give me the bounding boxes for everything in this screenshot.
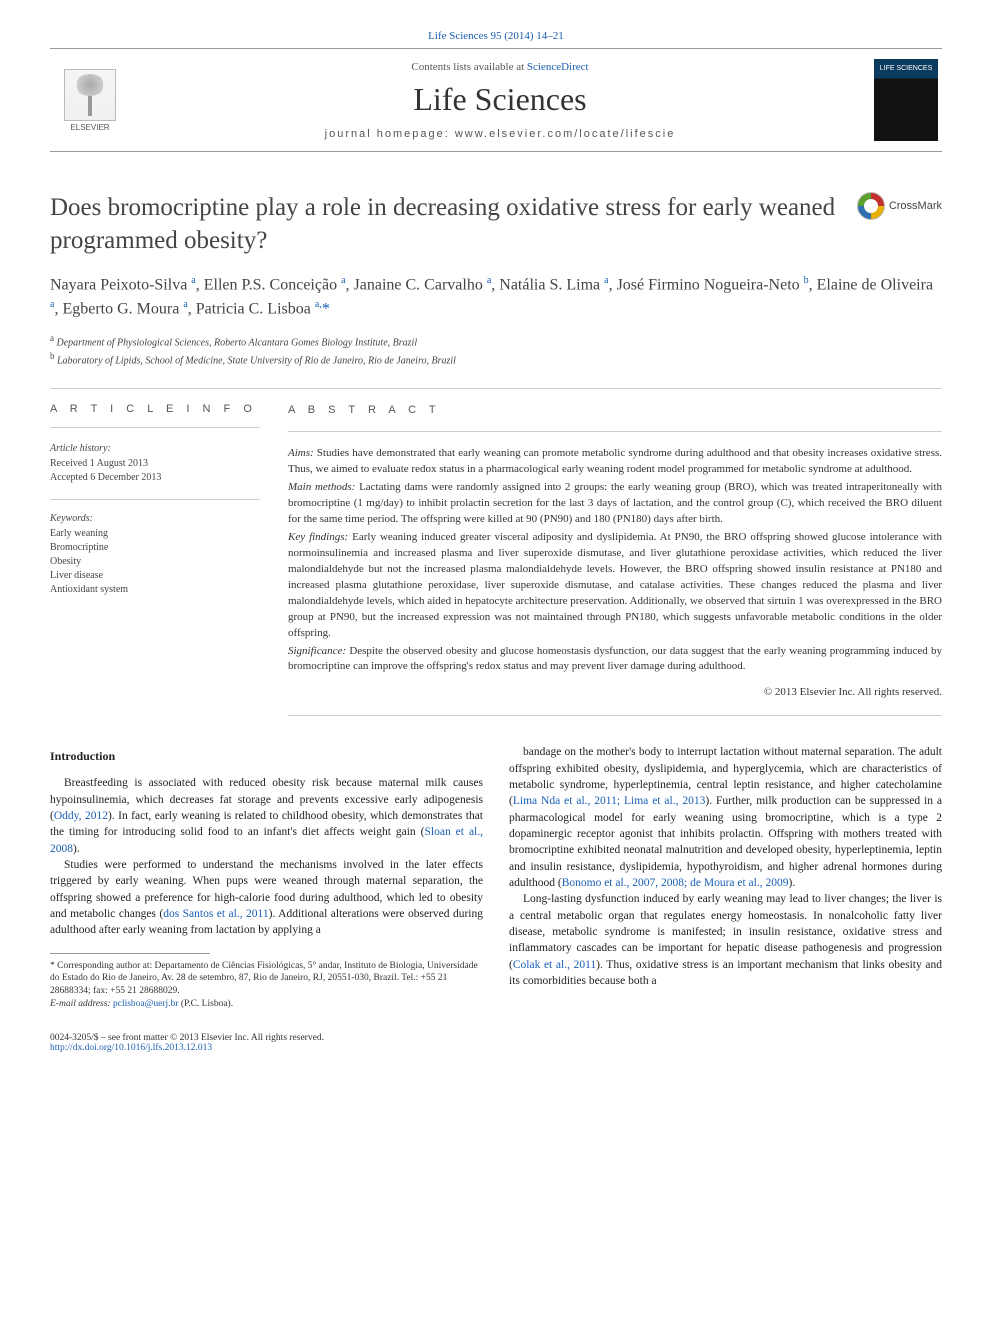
body-text-columns: Introduction Breastfeeding is associated… [50, 744, 942, 1011]
page-bottom-bar: 0024-3205/$ – see front matter © 2013 El… [50, 1033, 942, 1053]
article-info-column: A R T I C L E I N F O Article history: R… [50, 403, 260, 716]
email-line: E-mail address: pclisboa@uerj.br (P.C. L… [50, 998, 483, 1011]
elsevier-label: ELSEVIER [70, 123, 109, 132]
article-title-row: Does bromocriptine play a role in decrea… [50, 192, 942, 257]
accepted-date: Accepted 6 December 2013 [50, 471, 260, 485]
affiliation-a: a Department of Physiological Sciences, … [50, 332, 942, 350]
abstract-heading: A B S T R A C T [288, 403, 942, 419]
front-matter-block: 0024-3205/$ – see front matter © 2013 El… [50, 1033, 324, 1053]
keyword-item: Liver disease [50, 569, 260, 583]
separator [50, 499, 260, 500]
elsevier-tree-icon [64, 69, 116, 121]
history-label: Article history: [50, 442, 260, 456]
article-title: Does bromocriptine play a role in decrea… [50, 192, 857, 257]
front-matter-line: 0024-3205/$ – see front matter © 2013 El… [50, 1033, 324, 1043]
separator [288, 431, 942, 432]
abstract-findings: Key findings: Early weaning induced grea… [288, 530, 942, 642]
crossmark-label: CrossMark [889, 200, 942, 212]
intro-paragraph-1: Breastfeeding is associated with reduced… [50, 775, 483, 857]
crossmark-badge[interactable]: CrossMark [857, 192, 942, 220]
separator [288, 715, 942, 716]
separator [50, 388, 942, 389]
cover-label: LIFE SCIENCES [874, 65, 938, 72]
footnotes: * Corresponding author at: Departamento … [50, 960, 483, 1011]
footnote-separator [50, 953, 210, 954]
elsevier-logo: ELSEVIER [54, 60, 126, 140]
corresponding-author-note: * Corresponding author at: Departamento … [50, 960, 483, 998]
journal-title: Life Sciences [126, 81, 874, 118]
affiliation-b: b Laboratory of Lipids, School of Medici… [50, 350, 942, 368]
banner-center: Contents lists available at ScienceDirec… [126, 61, 874, 140]
received-date: Received 1 August 2013 [50, 457, 260, 471]
journal-homepage: journal homepage: www.elsevier.com/locat… [126, 128, 874, 140]
crossmark-icon [857, 192, 885, 220]
keyword-item: Bromocriptine [50, 541, 260, 555]
journal-cover-thumbnail: LIFE SCIENCES [874, 59, 938, 141]
info-abstract-row: A R T I C L E I N F O Article history: R… [50, 403, 942, 716]
email-link[interactable]: pclisboa@uerj.br [113, 999, 178, 1009]
separator [50, 427, 260, 428]
citation-link[interactable]: Lima Nda et al., 2011; Lima et al., 2013 [513, 795, 706, 807]
keywords-label: Keywords: [50, 512, 260, 526]
doi-link[interactable]: http://dx.doi.org/10.1016/j.lfs.2013.12.… [50, 1043, 212, 1053]
journal-ref-link[interactable]: Life Sciences 95 (2014) 14–21 [428, 30, 564, 42]
citation-link[interactable]: Bonomo et al., 2007, 2008; de Moura et a… [562, 877, 789, 889]
keyword-item: Obesity [50, 555, 260, 569]
intro-paragraph-3: bandage on the mother's body to interrup… [509, 744, 942, 891]
intro-paragraph-4: Long-lasting dysfunction induced by earl… [509, 891, 942, 989]
contents-available-line: Contents lists available at ScienceDirec… [126, 61, 874, 73]
sciencedirect-link[interactable]: ScienceDirect [527, 61, 589, 73]
article-info-heading: A R T I C L E I N F O [50, 403, 260, 415]
article-history-block: Article history: Received 1 August 2013 … [50, 442, 260, 485]
contents-prefix: Contents lists available at [411, 61, 526, 73]
journal-ref-top: Life Sciences 95 (2014) 14–21 [50, 30, 942, 42]
abstract-aims: Aims: Studies have demonstrated that ear… [288, 446, 942, 478]
abstract-methods: Main methods: Lactating dams were random… [288, 480, 942, 528]
citation-link[interactable]: dos Santos et al., 2011 [163, 908, 268, 920]
intro-paragraph-2: Studies were performed to understand the… [50, 857, 483, 939]
authors-list: Nayara Peixoto-Silva a, Ellen P.S. Conce… [50, 273, 942, 322]
keyword-item: Antioxidant system [50, 583, 260, 597]
abstract-column: A B S T R A C T Aims: Studies have demon… [288, 403, 942, 716]
abstract-significance: Significance: Despite the observed obesi… [288, 644, 942, 676]
journal-header-banner: ELSEVIER Contents lists available at Sci… [50, 48, 942, 152]
section-heading-introduction: Introduction [50, 748, 483, 765]
abstract-copyright: © 2013 Elsevier Inc. All rights reserved… [288, 685, 942, 701]
keywords-list: Early weaningBromocriptineObesityLiver d… [50, 527, 260, 597]
affiliations: a Department of Physiological Sciences, … [50, 332, 942, 369]
citation-link[interactable]: Colak et al., 2011 [513, 959, 596, 971]
keywords-block: Keywords: Early weaningBromocriptineObes… [50, 512, 260, 597]
citation-link[interactable]: Oddy, 2012 [54, 810, 108, 822]
keyword-item: Early weaning [50, 527, 260, 541]
